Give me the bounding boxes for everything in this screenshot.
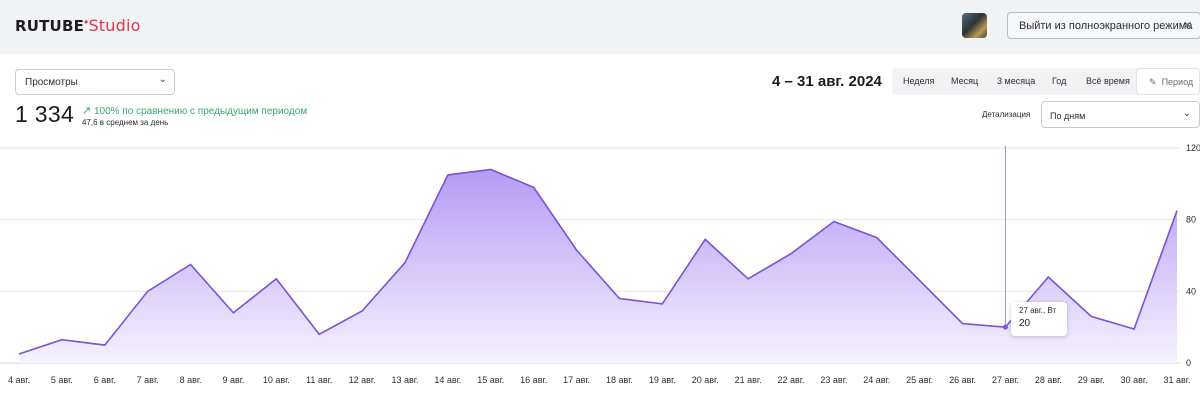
x-tick-label: 29 авг. (1078, 375, 1105, 385)
tooltip-value: 20 (1019, 318, 1031, 329)
tab-week[interactable]: Неделя (903, 76, 935, 86)
period-tabs: Неделя Месяц 3 месяца Год Всё время ✎ Пе… (892, 68, 1200, 95)
y-tick-label: 120 (1186, 143, 1200, 153)
x-tick-label: 19 авг. (649, 375, 676, 385)
detail-select-value: По дням (1050, 111, 1086, 121)
x-tick-label: 13 авг. (392, 375, 419, 385)
rutube-studio-logo[interactable]: RUTUBE•Studio (15, 15, 141, 37)
tab-custom-period[interactable]: ✎ Период (1136, 68, 1200, 95)
close-icon: × (1183, 17, 1192, 34)
x-tick-label: 30 авг. (1121, 375, 1148, 385)
chart-area (19, 169, 1177, 363)
exit-fullscreen-button[interactable]: Выйти из полноэкранного режима × (1007, 12, 1200, 39)
exit-fullscreen-label: Выйти из полноэкранного режима (1019, 19, 1193, 32)
y-tick-label: 80 (1186, 215, 1196, 225)
pencil-icon: ✎ (1149, 77, 1157, 87)
x-tick-label: 9 авг. (222, 375, 244, 385)
x-tick-label: 27 авг. (992, 375, 1019, 385)
x-tick-label: 16 авг. (520, 375, 547, 385)
x-tick-label: 23 авг. (820, 375, 847, 385)
x-tick-label: 10 авг. (263, 375, 290, 385)
total-views: 1 334 (15, 101, 75, 127)
x-tick-label: 6 авг. (94, 375, 116, 385)
views-chart: 0 40 80 120 4 авг. 5 авг. 6 авг. 7 авг. 8 авг. 9… (0, 143, 1200, 385)
x-tick-label: 17 авг. (563, 375, 590, 385)
tooltip-date: 27 авг., Вт (1019, 306, 1057, 315)
logo-dot: • (84, 15, 89, 29)
logo-studio: Studio (88, 16, 141, 35)
x-tick-label: 12 авг. (349, 375, 376, 385)
chart-tooltip: 27 авг., Вт 20 (1011, 302, 1067, 336)
data-point (1002, 324, 1008, 330)
x-tick-label: 14 авг. (434, 375, 461, 385)
trend-up-icon: ↗ (82, 105, 92, 117)
x-tick-label: 8 авг. (180, 375, 202, 385)
x-tick-label: 18 авг. (606, 375, 633, 385)
chevron-down-icon: ⌄ (158, 74, 167, 85)
x-tick-label: 20 авг. (692, 375, 719, 385)
x-tick-label: 11 авг. (306, 375, 332, 385)
avatar[interactable] (962, 13, 987, 38)
detail-label: Детализация (982, 110, 1031, 119)
tab-month[interactable]: Месяц (951, 76, 979, 86)
detail-select[interactable]: По дням ⌄ (1041, 101, 1200, 128)
tab-all-time[interactable]: Всё время (1086, 76, 1130, 86)
y-tick-label: 0 (1186, 358, 1191, 368)
chart-line (18, 168, 1178, 355)
top-bar: RUTUBE•Studio Выйти из полноэкранного ре… (0, 0, 1200, 54)
y-tick-label: 40 (1186, 286, 1196, 296)
x-tick-label: 7 авг. (137, 375, 159, 385)
metric-select-value: Просмотры (25, 77, 78, 88)
x-tick-label: 28 авг. (1035, 375, 1062, 385)
x-tick-label: 25 авг. (906, 375, 933, 385)
x-tick-label: 21 авг. (735, 375, 762, 385)
daily-average: 47,6 в среднем за день (82, 118, 169, 127)
comparison-label: 100% по сравнению с предыдущим периодом (94, 106, 308, 117)
x-tick-label: 4 авг. (8, 375, 30, 385)
tab-custom-label: Период (1161, 77, 1194, 87)
x-tick-label: 26 авг. (949, 375, 976, 385)
logo-brand: RUTUBE (15, 17, 85, 35)
tab-year[interactable]: Год (1052, 76, 1067, 86)
date-range: 4 – 31 авг. 2024 (772, 73, 882, 90)
x-tick-label: 24 авг. (863, 375, 890, 385)
comparison-text: ↗ 100% по сравнению с предыдущим периодо… (82, 104, 307, 117)
x-tick-label: 15 авг. (477, 375, 504, 385)
chevron-down-icon: ⌄ (1182, 108, 1191, 119)
tab-three-months[interactable]: 3 месяца (997, 76, 1036, 86)
metric-select[interactable]: Просмотры ⌄ (15, 69, 175, 95)
x-tick-label: 31 авг. (1164, 375, 1191, 385)
x-tick-label: 22 авг. (778, 375, 805, 385)
x-tick-label: 5 авг. (51, 375, 73, 385)
